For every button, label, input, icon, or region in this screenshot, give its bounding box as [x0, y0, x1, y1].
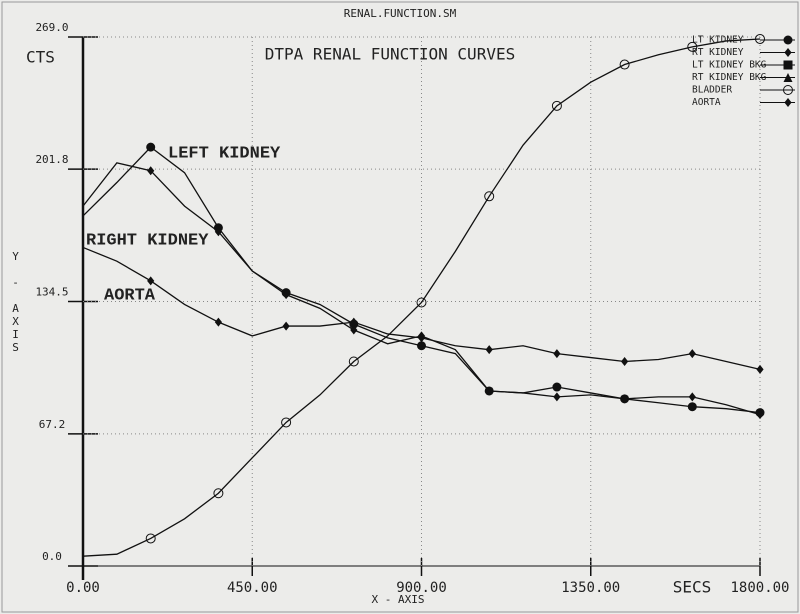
data-point — [282, 290, 290, 300]
data-point — [417, 333, 426, 343]
legend-label: RT KIDNEY BKG — [692, 72, 767, 83]
legend-marker — [783, 60, 793, 70]
data-point — [485, 345, 493, 355]
y-tick-label: 67.2 — [39, 418, 66, 431]
data-point — [350, 325, 358, 335]
legend-label: BLADDER — [692, 85, 732, 96]
window-title: RENAL.FUNCTION.SM — [344, 7, 457, 20]
data-point — [282, 321, 290, 331]
y-tick-label: 0.0 — [42, 550, 62, 563]
legend-label: LT KIDNEY BKG — [692, 60, 767, 71]
data-point — [281, 417, 292, 428]
legend-marker — [784, 98, 792, 107]
chart-title: DTPA RENAL FUNCTION CURVES — [265, 45, 515, 64]
data-point — [621, 394, 629, 404]
data-point — [552, 382, 562, 392]
data-point — [687, 41, 698, 52]
data-point — [551, 100, 562, 111]
data-point — [553, 392, 561, 402]
data-point — [756, 410, 764, 420]
data-point — [213, 488, 224, 499]
data-point — [416, 297, 427, 308]
data-point — [348, 356, 359, 367]
annotation: RIGHT KIDNEY — [86, 231, 209, 250]
x-tick-label: 0.00 — [66, 580, 100, 596]
data-point — [214, 317, 222, 327]
data-point — [621, 356, 629, 366]
annotation: LEFT KIDNEY — [168, 144, 281, 163]
y-label: CTS — [26, 48, 55, 67]
data-point — [688, 349, 696, 359]
data-point — [147, 166, 155, 176]
data-point — [146, 142, 156, 152]
series-line — [82, 38, 761, 557]
data-point — [553, 349, 561, 359]
legend-label: RT KIDNEY — [692, 47, 744, 58]
data-point — [484, 191, 495, 202]
data-point — [214, 227, 222, 237]
y-tick-label: 201.8 — [35, 153, 68, 166]
data-point — [688, 392, 696, 402]
legend-marker — [783, 73, 793, 82]
data-point — [755, 33, 765, 44]
x-tick-label: 1800.00 — [730, 580, 789, 596]
x-tick-label: 900.00 — [396, 580, 447, 596]
x-unit: SECS — [673, 578, 712, 597]
legend-marker — [783, 85, 793, 95]
data-point — [417, 341, 426, 351]
legend-label: AORTA — [692, 97, 721, 108]
legend-marker — [783, 35, 793, 45]
y-tick-label: 269.0 — [35, 21, 68, 34]
legend-marker — [784, 48, 792, 57]
data-point — [619, 59, 630, 70]
data-point — [145, 533, 156, 544]
x-tick-label: 1350.00 — [561, 580, 620, 596]
x-tick-label: 450.00 — [227, 580, 278, 596]
x-axis-label: X - AXIS — [372, 593, 425, 606]
y-axis-label: Y - AXIS — [9, 250, 22, 354]
data-point — [147, 276, 155, 286]
y-tick-label: 134.5 — [35, 286, 68, 299]
data-point — [485, 386, 493, 396]
legend-label: LT KIDNEY — [692, 35, 744, 46]
data-point — [687, 402, 697, 412]
data-point — [350, 317, 358, 327]
data-point — [756, 364, 764, 374]
annotation: AORTA — [104, 286, 156, 305]
